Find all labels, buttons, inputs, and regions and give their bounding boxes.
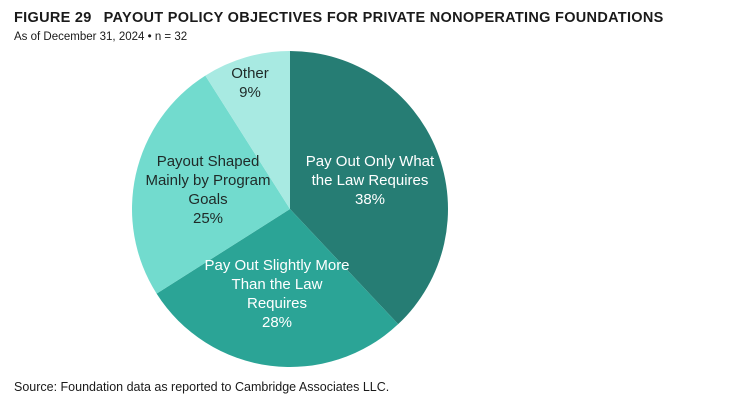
slice-label-payout-shaped-by-program-goals: Payout Shaped Mainly by Program Goals 25… (138, 152, 278, 228)
slice-name: Pay Out Only What the Law Requires (305, 153, 435, 189)
pie-chart (132, 51, 449, 368)
slice-label-pay-out-slightly-more: Pay Out Slightly More Than the Law Requi… (202, 256, 352, 332)
slice-label-other: Other 9% (210, 64, 290, 102)
figure-title: FIGURE 29 PAYOUT POLICY OBJECTIVES FOR PR… (14, 10, 664, 26)
slice-pct: 28% (261, 314, 293, 331)
slice-pct: 25% (192, 210, 224, 227)
slice-label-pay-out-only-what-law-requires: Pay Out Only What the Law Requires 38% (295, 152, 445, 209)
source-note: Source: Foundation data as reported to C… (14, 380, 390, 394)
slice-name: Payout Shaped Mainly by Program Goals (145, 153, 271, 208)
slice-name: Other (231, 65, 269, 82)
slice-pct: 38% (354, 191, 386, 208)
pie-slice-3 (205, 51, 290, 209)
pie-slice-1 (156, 209, 399, 368)
pie-slice-2 (132, 75, 290, 294)
figure-title-text: PAYOUT POLICY OBJECTIVES FOR PRIVATE NON… (103, 10, 664, 26)
figure-subtitle: As of December 31, 2024 • n = 32 (14, 31, 188, 43)
slice-pct: 9% (239, 84, 261, 101)
pie-slice-0 (290, 51, 449, 325)
slice-name: Pay Out Slightly More Than the Law Requi… (204, 257, 350, 312)
figure-number: FIGURE 29 (14, 10, 92, 26)
